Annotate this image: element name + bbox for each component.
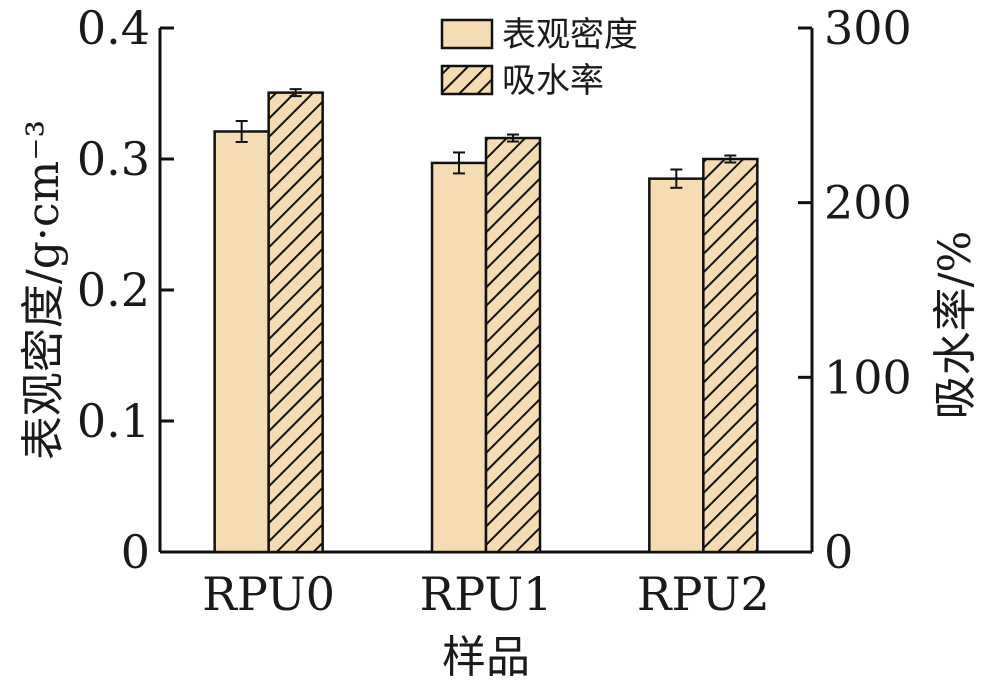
legend-label-solid: 表观密度 <box>502 15 638 55</box>
hatched-bar <box>702 157 759 554</box>
hatched-bar <box>484 136 542 554</box>
right-ticks: 0 100 200 300 <box>798 1 912 579</box>
category-label: RPU2 <box>637 567 770 621</box>
right-tick-label: 200 <box>824 176 912 230</box>
y-axis-left-title: 表观密度/g·cm⁻³ <box>18 120 69 460</box>
solid-bar <box>430 161 488 554</box>
legend-label-hatched: 吸水率 <box>502 61 604 101</box>
left-tick-label: 0.1 <box>77 394 150 448</box>
left-tick-label: 0.3 <box>77 132 150 186</box>
right-tick-label: 0 <box>824 525 853 579</box>
bars <box>213 88 759 554</box>
right-tick-label: 300 <box>824 1 912 55</box>
hatched-bar <box>267 91 324 554</box>
left-tick-label: 0 <box>121 525 150 579</box>
left-tick-label: 0.2 <box>77 263 150 317</box>
legend-swatch-solid <box>440 18 494 50</box>
left-ticks: 0 0.1 0.2 0.3 0.4 <box>77 1 174 579</box>
left-tick-label: 0.4 <box>77 1 150 55</box>
category-labels: RPU0 RPU1 RPU2 <box>202 567 769 621</box>
right-tick-label: 100 <box>824 350 912 404</box>
legend-swatch-hatched <box>440 64 494 96</box>
category-label: RPU0 <box>202 567 335 621</box>
x-axis-title: 样品 <box>442 632 530 683</box>
y-axis-right-title: 吸水率/% <box>930 231 981 420</box>
category-label: RPU1 <box>420 567 553 621</box>
solid-bar <box>648 177 705 554</box>
legend: 表观密度 吸水率 <box>440 15 638 101</box>
solid-bar <box>213 130 270 554</box>
